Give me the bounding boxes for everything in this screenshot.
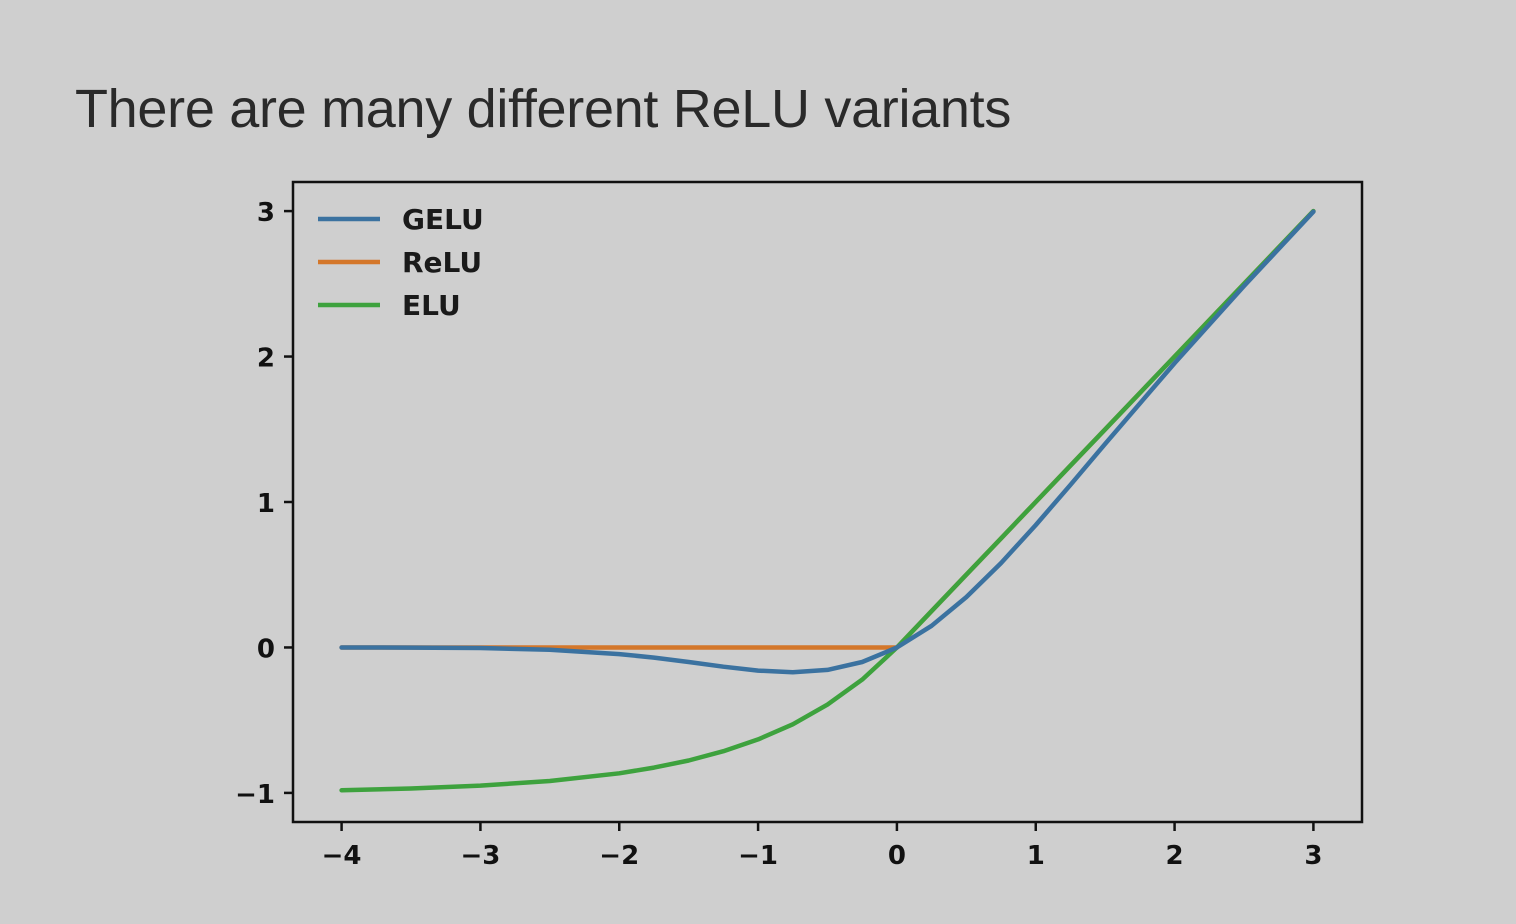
y-axis: −1 0 1 2 3 — [235, 198, 293, 810]
y-tick-label: −1 — [235, 780, 275, 810]
series-line-elu — [339, 208, 1316, 793]
slide-title: There are many different ReLU variants — [75, 79, 1012, 139]
x-tick-label: 3 — [1304, 841, 1322, 871]
series-layer — [339, 208, 1316, 793]
x-tick-label: −3 — [460, 841, 500, 871]
x-tick-label: 2 — [1166, 841, 1184, 871]
legend-label-gelu: GELU — [402, 203, 484, 236]
legend-label-elu: ELU — [402, 289, 461, 322]
series-line-gelu — [339, 209, 1316, 675]
x-tick-label: −4 — [322, 841, 362, 871]
x-tick-label: −2 — [599, 841, 639, 871]
y-tick-label: 3 — [257, 198, 275, 228]
x-tick-label: 0 — [888, 841, 906, 871]
series-line-relu — [339, 208, 1316, 650]
y-tick-label: 1 — [257, 489, 275, 519]
y-tick-label: 2 — [257, 344, 275, 374]
x-tick-label: −1 — [738, 841, 778, 871]
legend-label-relu: ReLU — [402, 246, 482, 279]
legend: GELU ReLU ELU — [318, 203, 484, 322]
y-tick-label: 0 — [257, 634, 275, 664]
x-axis: −4 −3 −2 −1 0 1 2 3 — [322, 822, 1322, 871]
x-tick-label: 1 — [1027, 841, 1045, 871]
